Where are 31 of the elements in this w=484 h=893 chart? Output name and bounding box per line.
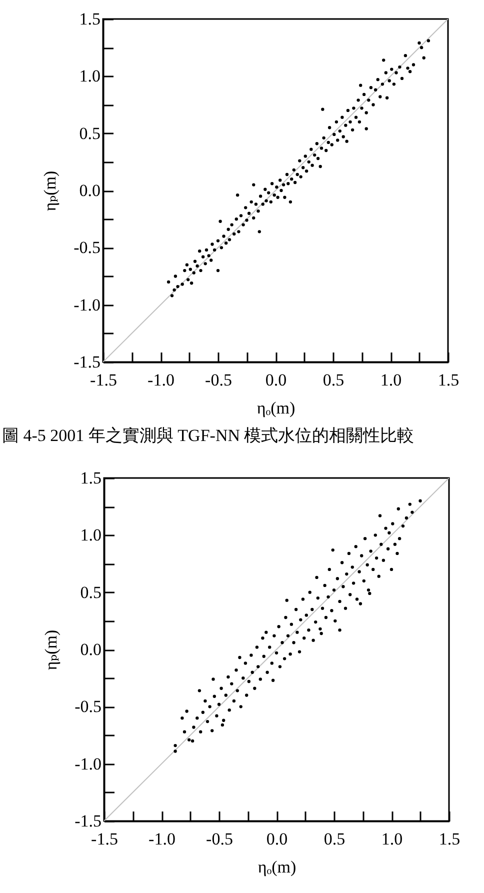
- x-tick-label: 1.5: [438, 830, 460, 848]
- y-tick-label: 0.5: [79, 124, 100, 143]
- y-tick-label: 0.0: [80, 640, 102, 659]
- x-tick-label: 0.5: [324, 830, 346, 848]
- y-tick-label: -1.5: [74, 352, 100, 372]
- y-axis-title: ηₚ(m): [40, 170, 60, 212]
- x-tick-label: -0.5: [206, 830, 233, 848]
- y-tick-label: 1.0: [80, 526, 102, 545]
- y-tick-label: -1.5: [74, 812, 102, 830]
- x-tick-label: 0.5: [322, 370, 344, 390]
- y-tick-label: 1.0: [79, 66, 100, 86]
- x-tick-label: -1.0: [148, 830, 176, 848]
- caption: 圖 4-5 2001 年之實測與 TGF-NN 模式水位的相關性比較: [1, 425, 416, 447]
- x-tick-label: -1.0: [148, 370, 174, 390]
- y-tick-label: -0.5: [74, 697, 102, 716]
- y-tick-label: -0.5: [74, 238, 100, 258]
- y-tick-label: 0.5: [80, 582, 102, 602]
- x-tick-label: 0.0: [265, 370, 287, 390]
- x-tick-label: -0.5: [205, 370, 232, 390]
- x-tick-label: 0.0: [266, 830, 288, 848]
- y-tick-label: 0.0: [79, 181, 100, 200]
- x-axis-title: ηₒ(m): [256, 398, 296, 418]
- y-tick-label: -1.0: [74, 295, 100, 314]
- y-tick-label: -1.0: [74, 754, 102, 774]
- x-tick-label: 1.0: [381, 830, 403, 848]
- x-tick-label: 1.0: [380, 370, 402, 390]
- y-tick-label: 1.5: [80, 468, 102, 488]
- x-tick-label: 1.5: [438, 370, 460, 390]
- y-tick-label: 1.5: [79, 10, 100, 28]
- y-axis-title: ηₚ(m): [42, 630, 61, 670]
- x-axis-title: ηₒ(m): [258, 858, 296, 876]
